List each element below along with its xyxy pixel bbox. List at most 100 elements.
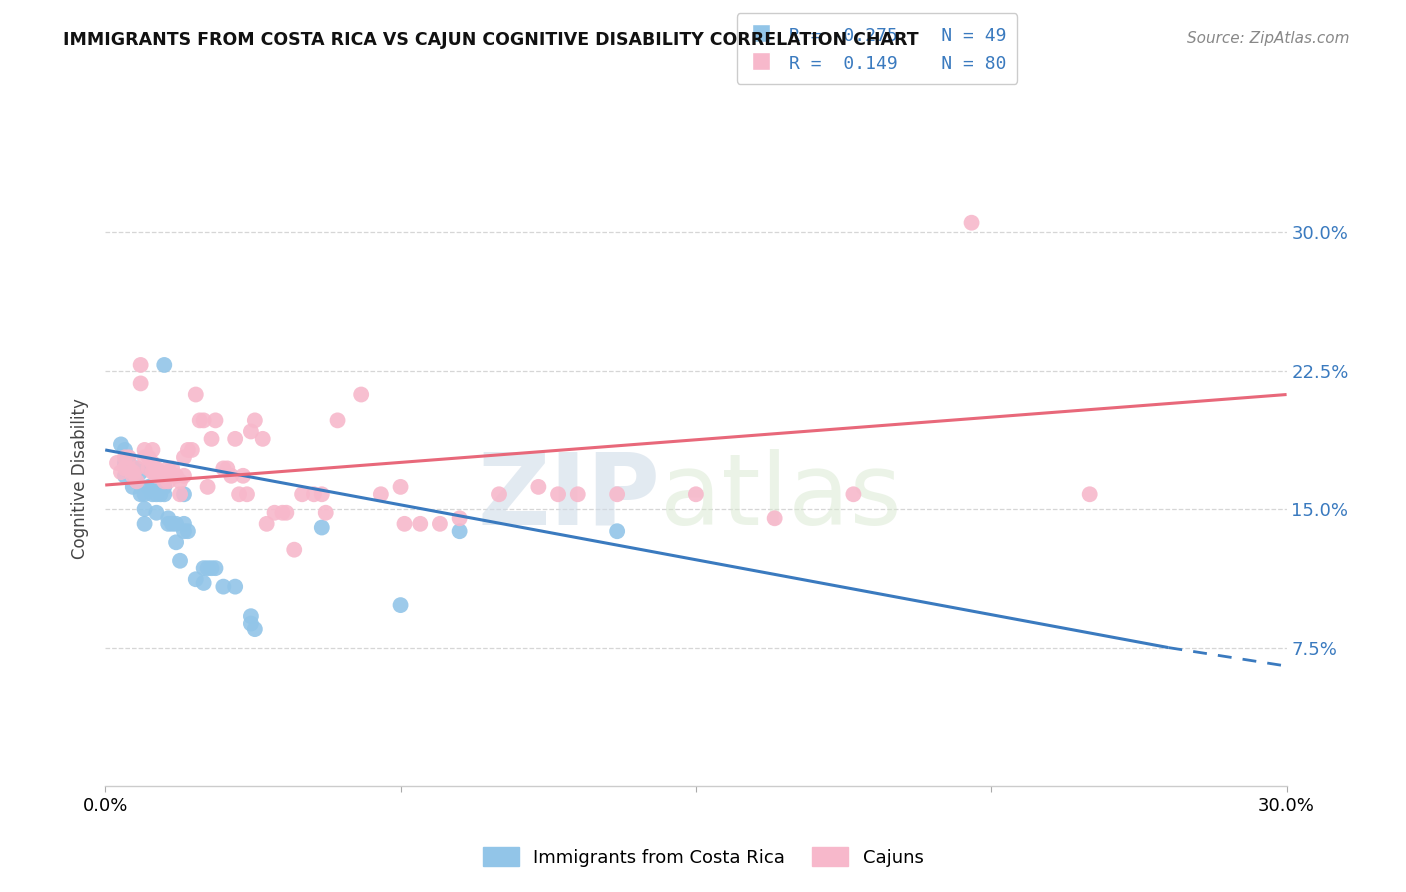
Point bbox=[157, 461, 180, 475]
Point bbox=[121, 480, 143, 494]
Point bbox=[129, 358, 152, 372]
Point bbox=[173, 450, 195, 465]
Point bbox=[606, 524, 628, 539]
Point bbox=[291, 487, 314, 501]
Point bbox=[243, 622, 266, 636]
Point bbox=[153, 487, 176, 501]
Point bbox=[134, 442, 156, 457]
Legend: R = -0.275    N = 49, R =  0.149    N = 80: R = -0.275 N = 49, R = 0.149 N = 80 bbox=[737, 13, 1018, 84]
Point bbox=[145, 468, 167, 483]
Point bbox=[193, 561, 215, 575]
Point bbox=[256, 516, 278, 531]
Point bbox=[157, 511, 180, 525]
Point bbox=[311, 520, 333, 534]
Point bbox=[165, 468, 187, 483]
Point bbox=[228, 487, 250, 501]
Point bbox=[184, 387, 207, 401]
Point bbox=[141, 487, 163, 501]
Text: Source: ZipAtlas.com: Source: ZipAtlas.com bbox=[1187, 31, 1350, 46]
Point bbox=[173, 487, 195, 501]
Point bbox=[134, 502, 156, 516]
Point bbox=[315, 506, 337, 520]
Point bbox=[184, 572, 207, 586]
Point bbox=[165, 535, 187, 549]
Point bbox=[141, 480, 163, 494]
Point bbox=[114, 442, 136, 457]
Point bbox=[134, 450, 156, 465]
Point bbox=[606, 487, 628, 501]
Point bbox=[105, 456, 128, 470]
Point bbox=[685, 487, 707, 501]
Point bbox=[110, 437, 132, 451]
Point bbox=[217, 461, 239, 475]
Legend: Immigrants from Costa Rica, Cajuns: Immigrants from Costa Rica, Cajuns bbox=[475, 840, 931, 874]
Point bbox=[239, 609, 262, 624]
Point bbox=[121, 468, 143, 483]
Point bbox=[224, 580, 246, 594]
Point bbox=[389, 480, 412, 494]
Point bbox=[134, 516, 156, 531]
Point bbox=[204, 561, 226, 575]
Point bbox=[118, 461, 141, 475]
Point bbox=[193, 576, 215, 591]
Point bbox=[263, 506, 285, 520]
Point bbox=[125, 475, 148, 489]
Point bbox=[197, 480, 219, 494]
Point bbox=[129, 376, 152, 391]
Point bbox=[125, 461, 148, 475]
Text: IMMIGRANTS FROM COSTA RICA VS CAJUN COGNITIVE DISABILITY CORRELATION CHART: IMMIGRANTS FROM COSTA RICA VS CAJUN COGN… bbox=[63, 31, 920, 49]
Point bbox=[138, 450, 160, 465]
Point bbox=[212, 461, 235, 475]
Point bbox=[118, 456, 141, 470]
Point bbox=[173, 468, 195, 483]
Point bbox=[129, 465, 152, 479]
Point bbox=[121, 461, 143, 475]
Point bbox=[169, 475, 191, 489]
Point bbox=[145, 487, 167, 501]
Point bbox=[271, 506, 294, 520]
Point bbox=[134, 487, 156, 501]
Point bbox=[114, 450, 136, 465]
Point bbox=[153, 358, 176, 372]
Point bbox=[197, 561, 219, 575]
Point bbox=[153, 468, 176, 483]
Point bbox=[121, 465, 143, 479]
Point bbox=[138, 480, 160, 494]
Point bbox=[302, 487, 325, 501]
Point bbox=[169, 487, 191, 501]
Point bbox=[118, 450, 141, 465]
Point bbox=[449, 524, 471, 539]
Point bbox=[252, 432, 274, 446]
Point bbox=[283, 542, 305, 557]
Point bbox=[311, 487, 333, 501]
Point bbox=[527, 480, 550, 494]
Point bbox=[153, 475, 176, 489]
Point bbox=[567, 487, 589, 501]
Point bbox=[370, 487, 392, 501]
Point bbox=[394, 516, 416, 531]
Point bbox=[157, 475, 180, 489]
Point bbox=[145, 461, 167, 475]
Point bbox=[429, 516, 451, 531]
Point bbox=[276, 506, 298, 520]
Point bbox=[145, 506, 167, 520]
Text: atlas: atlas bbox=[661, 449, 903, 546]
Point bbox=[153, 480, 176, 494]
Point bbox=[114, 461, 136, 475]
Point bbox=[389, 598, 412, 612]
Point bbox=[169, 554, 191, 568]
Point bbox=[1078, 487, 1101, 501]
Point bbox=[236, 487, 259, 501]
Point bbox=[141, 456, 163, 470]
Text: ZIP: ZIP bbox=[478, 449, 661, 546]
Y-axis label: Cognitive Disability: Cognitive Disability bbox=[72, 398, 89, 559]
Point bbox=[200, 561, 222, 575]
Point bbox=[488, 487, 510, 501]
Point bbox=[110, 465, 132, 479]
Point bbox=[149, 468, 172, 483]
Point bbox=[239, 425, 262, 439]
Point bbox=[193, 413, 215, 427]
Point bbox=[114, 468, 136, 483]
Point bbox=[224, 432, 246, 446]
Point bbox=[165, 516, 187, 531]
